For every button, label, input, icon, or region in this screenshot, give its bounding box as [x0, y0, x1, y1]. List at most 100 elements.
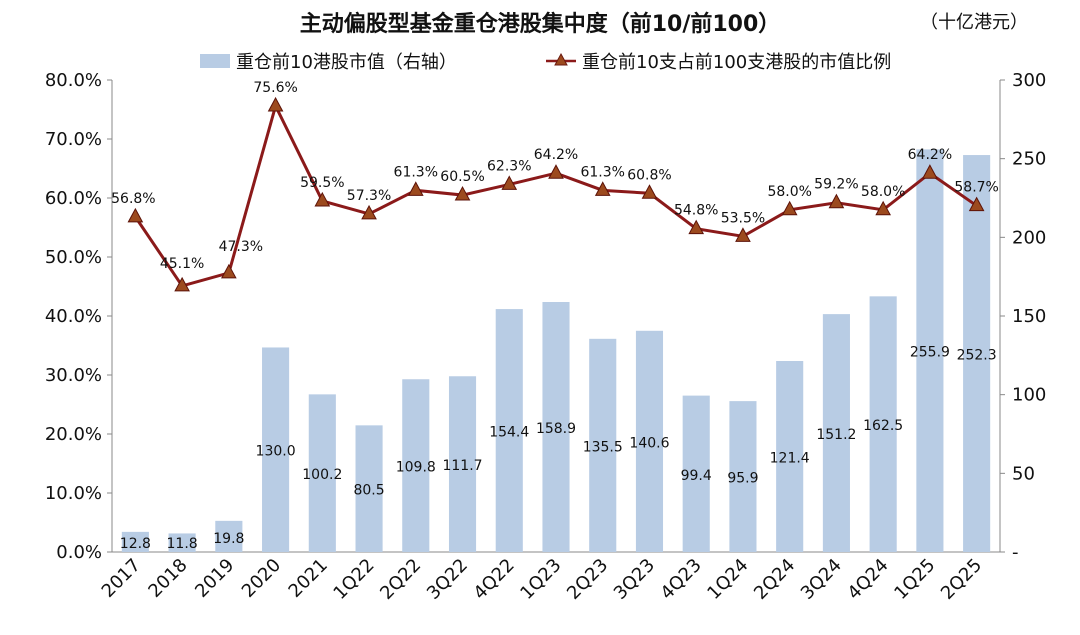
line-marker — [454, 185, 471, 201]
bar-value-label: 135.5 — [583, 439, 623, 455]
bar-value-label: 99.4 — [681, 468, 712, 484]
legend: 重仓前10港股市值（右轴） 重仓前10支占前100支港股的市值比例 — [200, 52, 891, 73]
right-tick-label: 250 — [1012, 149, 1046, 170]
line-value-label: 56.8% — [111, 191, 155, 207]
bar-value-label: 140.6 — [629, 435, 669, 451]
bar — [355, 425, 383, 552]
line-marker — [828, 193, 845, 209]
line-value-label: 58.7% — [954, 180, 998, 196]
x-tick-label: 1Q24 — [703, 555, 752, 604]
left-tick-label: 60.0% — [45, 188, 102, 209]
line-path — [134, 101, 978, 288]
line-marker — [922, 164, 938, 179]
x-tick-label: 4Q23 — [657, 555, 706, 604]
line-value-label: 60.8% — [627, 167, 671, 183]
x-tick-label: 2019 — [191, 555, 238, 602]
line-marker — [221, 263, 237, 279]
legend-swatch-bar — [200, 54, 230, 68]
bar — [776, 360, 804, 552]
line-marker — [267, 96, 284, 112]
bar — [168, 533, 196, 552]
x-tick-label: 3Q24 — [797, 555, 846, 604]
line-marker — [641, 184, 658, 199]
x-tick-label: 2018 — [144, 555, 191, 602]
bar — [869, 296, 897, 552]
left-tick-label: 70.0% — [45, 129, 102, 150]
x-tick-label: 3Q23 — [610, 555, 659, 604]
right-tick-label: 100 — [1012, 385, 1046, 406]
x-tick-label: 2017 — [98, 555, 145, 602]
line-marker — [548, 164, 564, 179]
left-tick-label: 80.0% — [45, 70, 102, 91]
bar — [635, 330, 664, 552]
axes: 0.0% 10.0% 20.0% 30.0% 40.0% 50.0% 60.0% 70.0% 8… — [45, 70, 1047, 563]
legend-label-line: 重仓前10支占前100支港股的市值比例 — [582, 52, 891, 73]
line-value-label: 60.5% — [440, 169, 484, 185]
line-value-label: 58.0% — [767, 184, 811, 200]
line-value-label: 47.3% — [219, 239, 263, 255]
line-marker — [501, 175, 518, 190]
bar-series — [121, 149, 991, 552]
x-tick-label: 2020 — [238, 555, 285, 602]
line-value-label: 59.2% — [814, 177, 858, 193]
left-tick-label: 0.0% — [56, 542, 102, 563]
bar — [963, 155, 991, 552]
bar — [916, 149, 944, 552]
bar-value-label: 12.8 — [120, 536, 151, 552]
x-tick-label: 2Q23 — [563, 555, 612, 604]
x-tick-label: 3Q22 — [423, 555, 472, 604]
x-tick-label: 1Q25 — [890, 555, 939, 604]
line-value-label: 64.2% — [534, 147, 578, 163]
bar — [495, 309, 523, 552]
x-tick-label: 4Q24 — [844, 555, 893, 604]
bar-value-label: 151.2 — [816, 427, 856, 443]
bar — [682, 395, 710, 552]
right-tick-label: 150 — [1012, 306, 1046, 327]
line-marker — [968, 196, 985, 212]
bar-value-label: 121.4 — [770, 450, 810, 466]
line-marker — [407, 181, 424, 196]
bar-value-label: 154.4 — [489, 425, 529, 441]
x-tick-label: 2021 — [285, 555, 332, 602]
left-tick-label: 40.0% — [45, 306, 102, 327]
left-tick-label: 30.0% — [45, 365, 102, 386]
line-marker — [127, 207, 144, 223]
right-tick-label: 50 — [1012, 463, 1035, 484]
bar-value-label: 130.0 — [256, 444, 296, 460]
bar-value-label: 11.8 — [167, 536, 198, 552]
bar — [402, 379, 430, 552]
chart-title: 主动偏股型基金重仓港股集中度（前10/前100） — [299, 12, 781, 37]
line-marker — [594, 181, 611, 196]
line-value-label: 54.8% — [674, 203, 718, 219]
bar-value-label: 158.9 — [536, 421, 576, 437]
bar — [729, 401, 757, 552]
bar — [121, 531, 149, 552]
left-tick-label: 50.0% — [45, 247, 102, 268]
line-marker — [361, 204, 377, 220]
line-value-label: 62.3% — [487, 158, 531, 174]
line-series — [127, 96, 985, 292]
line-value-label: 59.5% — [300, 175, 344, 191]
bar-value-label: 252.3 — [957, 348, 997, 364]
bar — [308, 394, 336, 552]
line-marker — [781, 200, 798, 216]
x-tick-label: 4Q22 — [470, 555, 519, 604]
unit-label: （十亿港元） — [920, 12, 1028, 33]
x-tick-label: 2Q22 — [376, 555, 425, 604]
x-tick-label: 1Q23 — [516, 555, 565, 604]
line-value-label: 61.3% — [394, 164, 438, 180]
x-tick-label: 2Q25 — [937, 555, 986, 604]
line-value-label: 64.2% — [908, 147, 952, 163]
line-value-label: 57.3% — [347, 188, 391, 204]
bar-value-label: 111.7 — [442, 458, 482, 474]
bar-value-label: 80.5 — [353, 483, 384, 499]
bar-value-label: 255.9 — [910, 345, 950, 361]
line-value-label: 45.1% — [160, 256, 204, 272]
right-tick-label: 200 — [1012, 227, 1046, 248]
legend-swatch-marker — [554, 52, 568, 66]
bar — [589, 338, 617, 552]
line-value-label: 58.0% — [861, 184, 905, 200]
left-tick-label: 10.0% — [45, 483, 102, 504]
bar-value-label: 100.2 — [302, 467, 342, 483]
